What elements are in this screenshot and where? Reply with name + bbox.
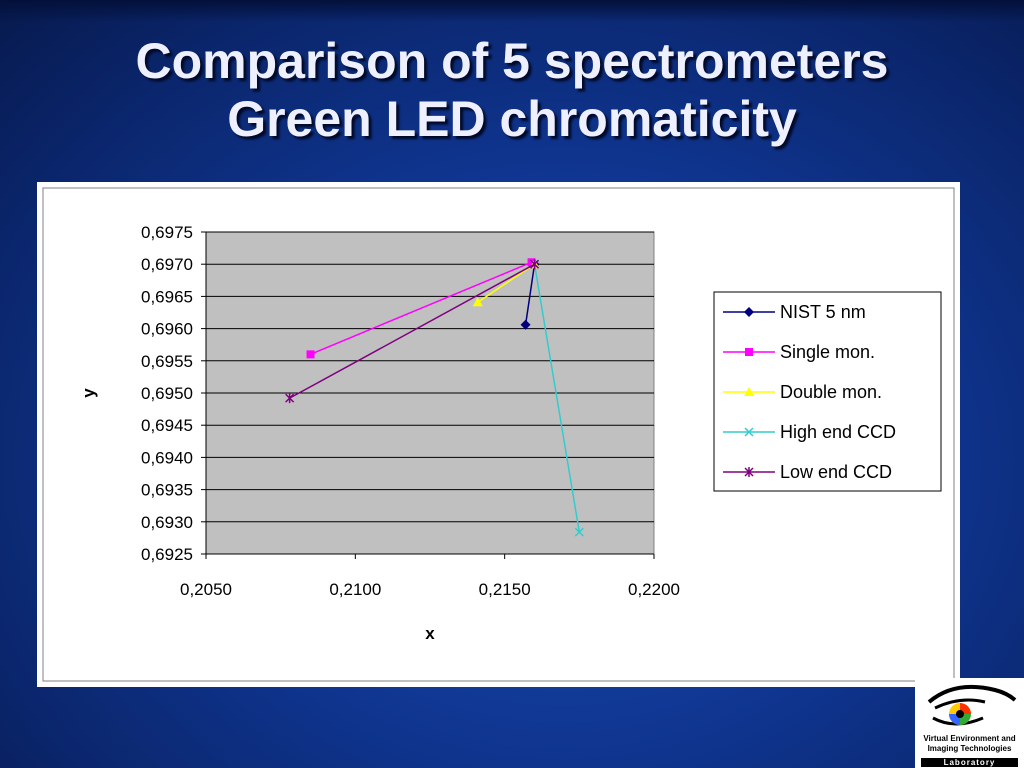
legend-item: Single mon.	[723, 342, 875, 362]
x-tick-labels: 0,2050 0,2100 0,2150 0,2200	[180, 580, 680, 599]
logo-line-3: Laboratory	[921, 758, 1018, 767]
chromaticity-chart: 0,6925 0,6930 0,6935 0,6940 0,6945 0,6950 0,69…	[42, 187, 955, 682]
lab-logo: Virtual Environment and Imaging Technolo…	[915, 678, 1024, 768]
y-tick-label: 0,6975	[141, 223, 193, 242]
y-tick-labels: 0,6925 0,6930 0,6935 0,6940 0,6945 0,6950 0,69…	[141, 223, 193, 564]
legend-label: Double mon.	[780, 382, 882, 402]
series-line	[477, 263, 535, 303]
title-line-1: Comparison of 5 spectrometers	[135, 33, 889, 89]
y-axis-label: y	[79, 388, 98, 398]
legend: NIST 5 nm Single mon. Double mon. High end …	[713, 291, 942, 492]
legend-label: Single mon.	[780, 342, 875, 362]
legend-marker	[745, 348, 753, 356]
y-tick-label: 0,6940	[141, 448, 193, 467]
series-line	[310, 261, 532, 356]
data-point	[285, 393, 295, 404]
chart-frame: 0,6925 0,6930 0,6935 0,6940 0,6945 0,6950 0,69…	[37, 182, 960, 687]
series-line	[524, 264, 536, 325]
legend-item: High end CCD	[723, 422, 896, 442]
gridlines	[201, 231, 655, 559]
legend-label: Low end CCD	[780, 462, 892, 482]
x-tick-label: 0,2200	[628, 580, 680, 599]
y-tick-label: 0,6965	[141, 287, 193, 306]
y-tick-label: 0,6925	[141, 545, 193, 564]
chart-area-border	[42, 187, 955, 682]
legend-marker	[744, 467, 754, 477]
x-tick-label: 0,2150	[479, 580, 531, 599]
legend-marker	[744, 387, 754, 396]
title-line-2: Green LED chromaticity	[227, 91, 797, 147]
data-point	[530, 259, 540, 270]
data-point	[306, 350, 315, 359]
x-axis-label: x	[425, 624, 435, 643]
legend-label: NIST 5 nm	[780, 302, 866, 322]
data-point	[574, 527, 584, 537]
legend-item: Low end CCD	[723, 462, 892, 482]
logo-line-1: Virtual Environment and	[923, 734, 1016, 743]
y-tick-label: 0,6930	[141, 513, 193, 532]
legend-item: Double mon.	[723, 382, 882, 402]
y-tick-label: 0,6960	[141, 320, 193, 339]
eye-logo-icon	[927, 684, 1017, 726]
series-line	[533, 264, 581, 533]
legend-marker	[744, 427, 754, 437]
series-5	[285, 259, 540, 404]
axes	[205, 232, 654, 555]
legend-item: NIST 5 nm	[723, 302, 866, 322]
data-point	[472, 297, 483, 307]
y-tick-label: 0,6945	[141, 416, 193, 435]
series-line	[289, 263, 535, 399]
data-point	[520, 319, 531, 330]
legend-marker	[744, 307, 754, 317]
data-series	[285, 258, 584, 537]
top-band	[0, 0, 1024, 22]
slide-title: Comparison of 5 spectrometers Green LED …	[0, 32, 1024, 148]
x-tick-label: 0,2050	[180, 580, 232, 599]
y-tick-label: 0,6935	[141, 481, 193, 500]
legend-label: High end CCD	[780, 422, 896, 442]
y-tick-label: 0,6950	[141, 384, 193, 403]
logo-line-2: Imaging Technologies	[927, 744, 1012, 753]
y-tick-label: 0,6955	[141, 352, 193, 371]
x-tick-label: 0,2100	[329, 580, 381, 599]
y-tick-label: 0,6970	[141, 255, 193, 274]
